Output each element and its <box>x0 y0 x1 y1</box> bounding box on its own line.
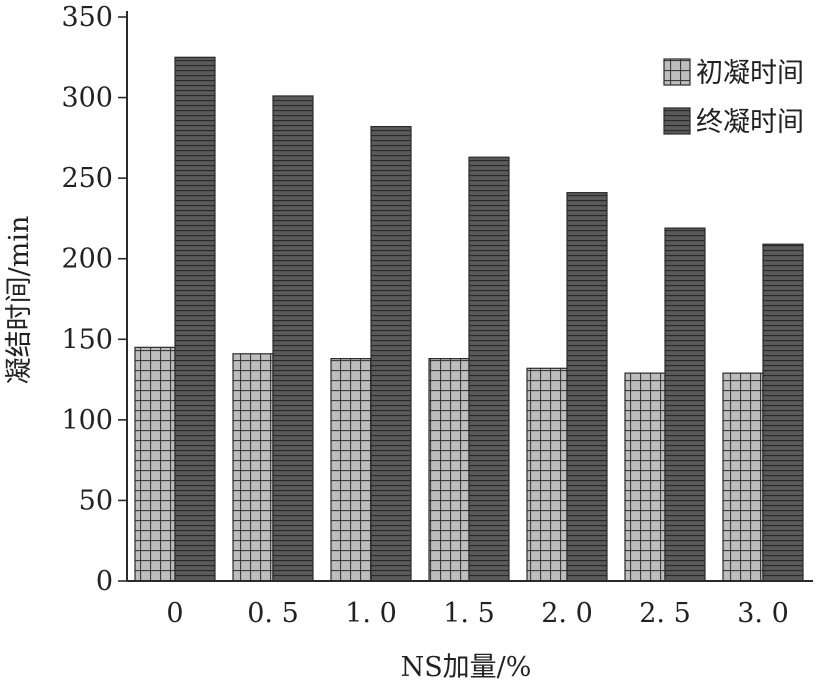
y-tick-label: 50 <box>79 485 113 516</box>
x-tick-label: 2. 5 <box>639 598 691 629</box>
y-tick-label: 350 <box>61 2 113 33</box>
y-tick-label: 0 <box>96 566 113 597</box>
bar-final-set-1.0 <box>370 125 412 582</box>
bar-initial-set-0.5 <box>232 353 274 582</box>
bar-initial-set-0 <box>134 346 176 582</box>
bar-final-set-1.5 <box>468 156 510 582</box>
x-tick-label: 1. 5 <box>443 598 495 629</box>
bar-final-set-2.0 <box>566 192 608 582</box>
x-axis-title: NS加量/% <box>401 652 532 683</box>
bar-initial-set-1.5 <box>428 358 470 582</box>
y-tick-label: 100 <box>61 405 113 436</box>
x-tick-label: 3. 0 <box>737 598 789 629</box>
y-tick-label: 150 <box>61 324 113 355</box>
y-tick-label: 250 <box>61 163 113 194</box>
legend-swatch <box>663 107 691 135</box>
y-tick-label: 300 <box>61 83 113 114</box>
bar-initial-set-2.0 <box>526 367 568 582</box>
legend-label: 初凝时间 <box>696 58 804 89</box>
bar-final-set-2.5 <box>664 227 706 582</box>
legend-label: 终凝时间 <box>696 107 804 138</box>
bar-final-set-0.5 <box>272 95 314 582</box>
bar-initial-set-1.0 <box>330 358 372 582</box>
legend-swatch <box>663 58 691 86</box>
bar-initial-set-2.5 <box>624 372 666 582</box>
x-tick-label: 0 <box>166 598 183 629</box>
y-axis-title: 凝结时间/min <box>4 216 35 385</box>
x-tick-label: 0. 5 <box>247 598 299 629</box>
x-tick-label: 2. 0 <box>541 598 593 629</box>
bar-final-set-3.0 <box>762 243 804 582</box>
x-tick-label: 1. 0 <box>345 598 397 629</box>
bar-initial-set-3.0 <box>722 372 764 582</box>
y-tick-label: 200 <box>61 244 113 275</box>
bar-final-set-0 <box>174 56 216 582</box>
